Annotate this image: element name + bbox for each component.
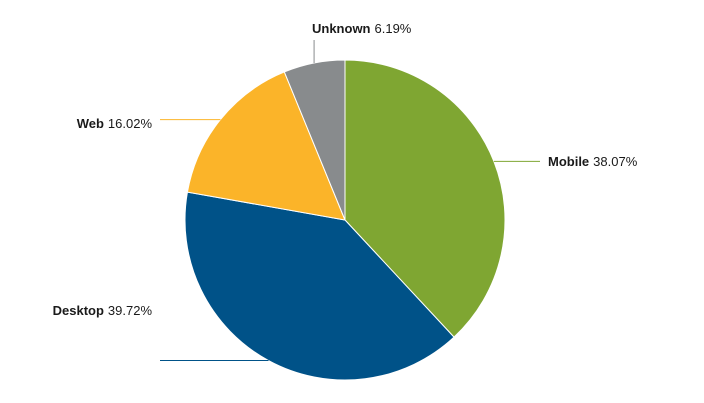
slice-value-unknown: 6.19% bbox=[375, 21, 412, 36]
pie-slices bbox=[184, 59, 506, 381]
slice-value-web: 16.02% bbox=[108, 116, 153, 131]
pie-slice-mobile bbox=[344, 59, 506, 338]
slice-label-mobile: Mobile 38.07% bbox=[493, 154, 638, 169]
slice-name-desktop: Desktop bbox=[53, 303, 104, 318]
slice-value-mobile: 38.07% bbox=[593, 154, 638, 169]
slice-value-desktop: 39.72% bbox=[108, 303, 153, 318]
slice-label-web: Web 16.02% bbox=[77, 116, 221, 131]
slice-label-unknown: Unknown 6.19% bbox=[312, 21, 412, 64]
slice-name-web: Web bbox=[77, 116, 104, 131]
slice-name-mobile: Mobile bbox=[548, 154, 589, 169]
slice-name-unknown: Unknown bbox=[312, 21, 371, 36]
slice-label-desktop: Desktop 39.72% bbox=[53, 303, 269, 362]
